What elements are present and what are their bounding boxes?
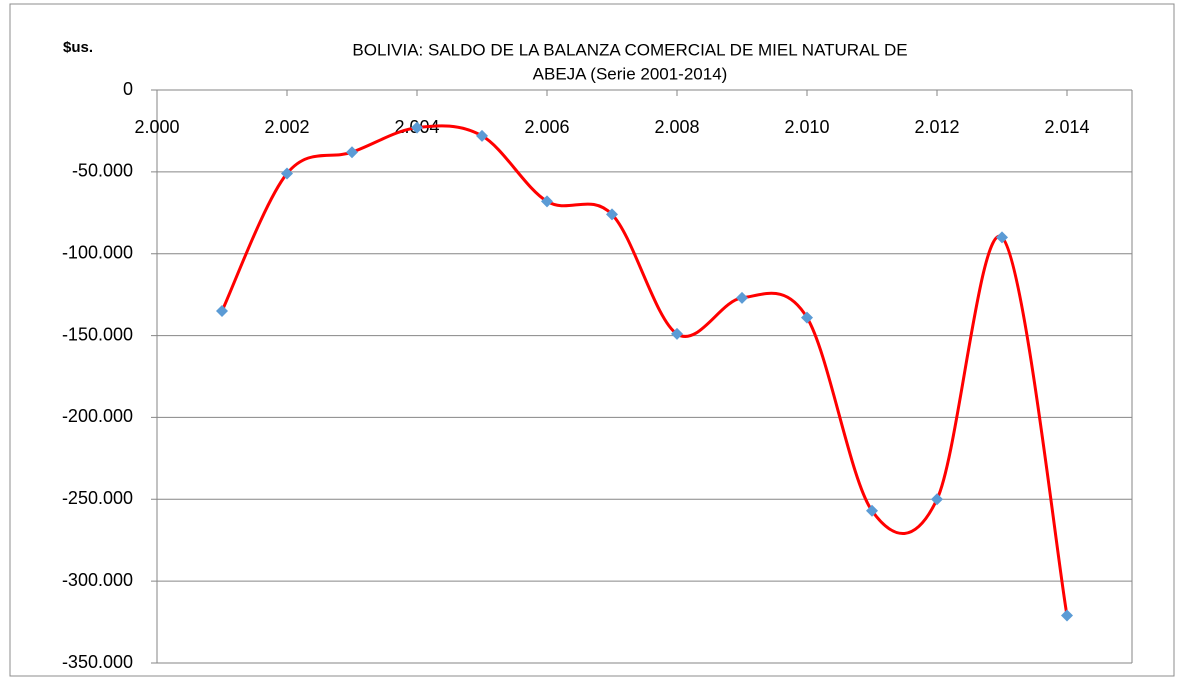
marker [541,195,553,208]
y-tick-label: -100.000 [62,242,133,262]
x-tick-label: 2.000 [134,117,179,137]
marker [281,167,293,180]
y-tick-label: -50.000 [72,161,133,181]
y-tick-label: -150.000 [62,324,133,344]
marker [736,291,748,304]
y-tick-label: 0 [123,79,133,99]
chart-title: BOLIVIA: SALDO DE LA BALANZA COMERCIAL D… [352,40,907,59]
chart-border [9,3,1175,677]
marker [411,121,423,134]
marker [866,504,878,517]
line [220,124,1069,616]
marker [1061,609,1073,622]
x-tick-label: 2.010 [784,117,829,137]
x-tick-label: 2.002 [264,117,309,137]
x-tick-label: 2.008 [654,117,699,137]
y-tick-label: -200.000 [62,406,133,426]
marker [931,493,943,506]
x-tick-label: 2.006 [524,117,569,137]
x-tick-label: 2.014 [1044,117,1089,137]
marker [346,146,358,159]
y-tick-label: -250.000 [62,488,133,508]
chart-title: ABEJA (Serie 2001-2014) [533,64,728,83]
x-tick-label: 2.012 [914,117,959,137]
marker [801,311,813,324]
y-tick-label: -350.000 [62,652,133,672]
marker [476,129,488,142]
y-tick-label: -300.000 [62,570,133,590]
marker [606,208,618,221]
marker [671,327,683,340]
y-axis-label: $us. [63,39,93,56]
marker [996,231,1008,244]
marker [216,305,228,318]
